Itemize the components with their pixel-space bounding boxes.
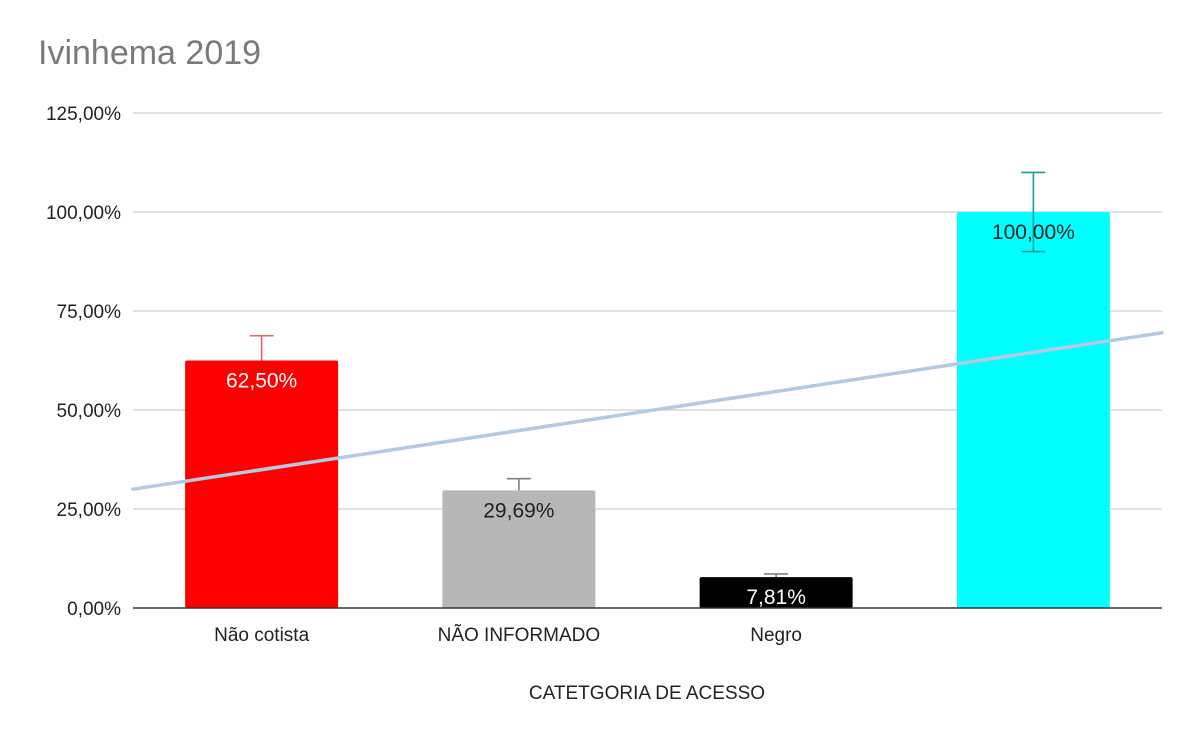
y-tick-label: 25,00% (57, 500, 122, 521)
y-tick-label: 100,00% (46, 203, 121, 224)
x-tick-label: Não cotista (214, 625, 309, 646)
error-bar (1021, 171, 1046, 253)
data-label: 29,69% (483, 499, 554, 522)
y-tick-label: 75,00% (57, 302, 122, 323)
bar (956, 212, 1110, 608)
error-bar (249, 334, 274, 361)
x-tick-label: Negro (750, 625, 802, 646)
trendline (131, 331, 1164, 491)
chart-title: Ivinhema 2019 (38, 34, 262, 72)
bar (699, 577, 853, 608)
error-bar (506, 477, 531, 491)
y-tick-label: 125,00% (46, 104, 121, 125)
x-tick-label: NÃO INFORMADO (438, 624, 601, 646)
y-tick-label: 50,00% (57, 401, 122, 422)
error-bar (764, 573, 789, 578)
x-axis-title: CATETGORIA DE ACESSO (529, 683, 765, 704)
bar (442, 490, 596, 608)
data-label: 62,50% (226, 370, 297, 393)
data-label: 7,81% (746, 586, 806, 609)
data-label: 100,00% (992, 221, 1075, 244)
y-tick-label: 0,00% (67, 599, 121, 620)
bar (185, 360, 339, 608)
